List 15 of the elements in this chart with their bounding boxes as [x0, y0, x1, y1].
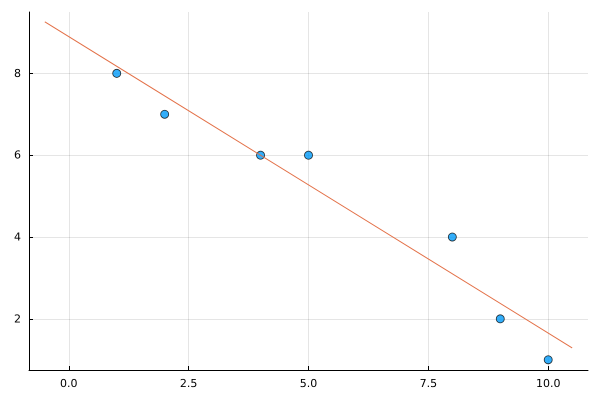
x-tick-label: 2.5: [180, 377, 198, 390]
point: [304, 150, 313, 160]
y-tick-label: 6: [14, 148, 21, 162]
y-tick-label: 8: [14, 66, 21, 80]
point: [544, 355, 553, 364]
point: [160, 110, 170, 119]
y-tick-label: 4: [14, 230, 21, 244]
y-tick-label: 2: [14, 312, 21, 326]
point: [496, 314, 505, 324]
x-tick-label: 7.5: [420, 377, 438, 390]
x-tick-label: 10.0: [536, 377, 560, 390]
x-tick-label: 5.0: [300, 377, 318, 390]
x-tick-label: 0.0: [60, 377, 78, 390]
point: [112, 68, 122, 78]
point: [448, 232, 457, 242]
